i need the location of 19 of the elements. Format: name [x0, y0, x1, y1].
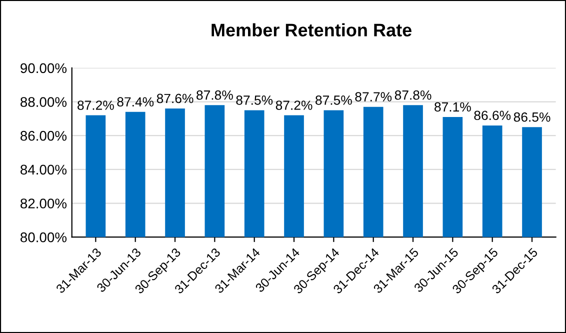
data-label: 87.5% — [316, 95, 352, 105]
data-label: 87.8% — [196, 90, 233, 100]
data-label: 87.6% — [156, 94, 194, 104]
data-label: 86.6% — [474, 110, 511, 120]
data-label: 87.2% — [78, 100, 114, 110]
y-tick-label: 88.00% — [20, 97, 67, 107]
data-label: 87.7% — [355, 92, 392, 102]
y-tick-label: 84.00% — [20, 164, 67, 175]
y-tick-label: 86.00% — [20, 130, 67, 141]
data-label: 87.8% — [394, 90, 432, 100]
data-label: 86.5% — [514, 112, 550, 122]
y-tick-label: 80.00% — [20, 232, 67, 242]
data-label: 87.2% — [276, 100, 312, 110]
data-label: 87.4% — [117, 97, 154, 107]
chart-title: Member Retention Rate — [212, 23, 412, 36]
y-tick-label: 90.00% — [20, 63, 67, 74]
data-label: 87.5% — [236, 95, 273, 105]
y-tick-label: 82.00% — [20, 198, 67, 208]
data-label: 87.1% — [434, 102, 471, 112]
